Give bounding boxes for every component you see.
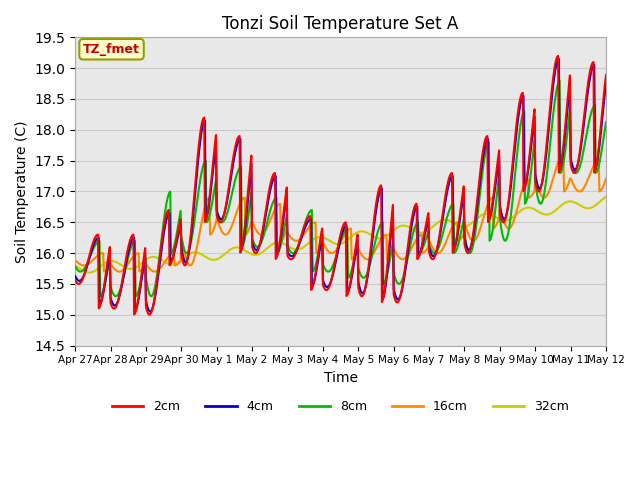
32cm xyxy=(385,232,392,238)
16cm xyxy=(189,261,196,266)
16cm xyxy=(559,152,567,157)
4cm xyxy=(147,309,154,314)
8cm xyxy=(112,293,120,299)
8cm xyxy=(556,78,563,84)
16cm xyxy=(385,255,392,261)
8cm xyxy=(554,81,562,86)
8cm xyxy=(333,251,340,256)
16cm xyxy=(333,246,340,252)
2cm xyxy=(189,215,196,220)
32cm xyxy=(602,194,610,200)
4cm xyxy=(602,80,610,85)
4cm xyxy=(333,253,340,259)
Text: TZ_fmet: TZ_fmet xyxy=(83,43,140,56)
8cm xyxy=(437,238,445,244)
2cm xyxy=(71,277,79,283)
Y-axis label: Soil Temperature (C): Soil Temperature (C) xyxy=(15,120,29,263)
32cm xyxy=(189,250,196,255)
2cm xyxy=(385,250,392,255)
Line: 32cm: 32cm xyxy=(75,197,606,273)
32cm xyxy=(437,218,445,224)
4cm xyxy=(71,273,79,279)
2cm xyxy=(211,138,219,144)
16cm xyxy=(71,257,79,263)
Legend: 2cm, 4cm, 8cm, 16cm, 32cm: 2cm, 4cm, 8cm, 16cm, 32cm xyxy=(107,395,574,418)
32cm xyxy=(71,263,79,268)
8cm xyxy=(71,264,79,269)
Line: 4cm: 4cm xyxy=(75,59,606,312)
4cm xyxy=(555,56,563,62)
32cm xyxy=(554,205,562,211)
16cm xyxy=(116,269,124,275)
4cm xyxy=(211,146,219,152)
2cm xyxy=(333,249,340,255)
32cm xyxy=(211,257,219,263)
2cm xyxy=(437,223,445,229)
4cm xyxy=(554,57,562,62)
2cm xyxy=(602,72,610,78)
8cm xyxy=(211,181,219,187)
4cm xyxy=(189,221,196,227)
2cm xyxy=(555,170,563,176)
16cm xyxy=(602,176,610,181)
16cm xyxy=(554,159,562,165)
2cm xyxy=(554,53,562,59)
4cm xyxy=(385,257,392,263)
Line: 8cm: 8cm xyxy=(75,81,606,296)
X-axis label: Time: Time xyxy=(324,371,358,385)
2cm xyxy=(146,312,154,318)
8cm xyxy=(189,232,196,238)
32cm xyxy=(333,241,340,247)
Line: 16cm: 16cm xyxy=(75,155,606,272)
8cm xyxy=(602,119,610,125)
16cm xyxy=(437,249,445,254)
16cm xyxy=(211,222,219,228)
4cm xyxy=(437,227,445,233)
8cm xyxy=(385,265,392,271)
Line: 2cm: 2cm xyxy=(75,56,606,315)
Title: Tonzi Soil Temperature Set A: Tonzi Soil Temperature Set A xyxy=(223,15,459,33)
32cm xyxy=(85,270,93,276)
